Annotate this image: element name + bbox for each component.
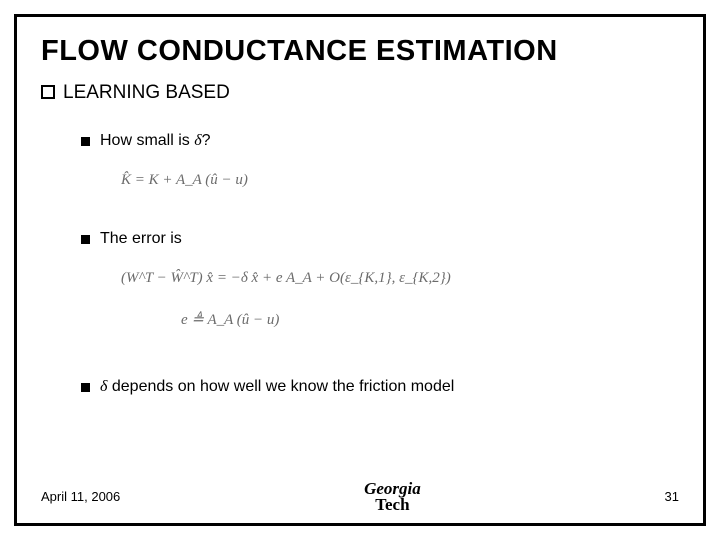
section-row: LEARNING BASED	[41, 82, 679, 104]
footer-date: April 11, 2006	[41, 489, 120, 504]
logo-bot: Tech	[375, 495, 409, 514]
bullet-3-rest: depends on how well we know the friction…	[107, 378, 454, 395]
equation-1: K̂ = K + A_A (û − u)	[121, 166, 401, 194]
equation-block-1: K̂ = K + A_A (û − u)	[121, 166, 679, 208]
svg-text:K̂ = K + A_A (û − u): K̂ = K + A_A (û − u)	[121, 172, 248, 188]
bullet-1: How small is δ?	[81, 132, 679, 150]
square-bullet-icon	[81, 235, 90, 244]
bullet-1-text: How small is δ?	[100, 132, 211, 150]
slide-title: FLOW CONDUCTANCE ESTIMATION	[41, 35, 679, 68]
bullet-1-suffix: ?	[202, 132, 211, 149]
square-bullet-icon	[81, 383, 90, 392]
footer-logo: Georgia Tech	[364, 481, 421, 513]
square-bullet-icon	[81, 137, 90, 146]
bullet-2-text: The error is	[100, 230, 182, 248]
bullet-3-text: δ depends on how well we know the fricti…	[100, 378, 454, 396]
bullet-1-prefix: How small is	[100, 132, 194, 149]
bullet-3: δ depends on how well we know the fricti…	[81, 378, 679, 396]
slide-frame: FLOW CONDUCTANCE ESTIMATION LEARNING BAS…	[14, 14, 706, 526]
delta-symbol: δ	[194, 132, 201, 149]
svg-text:(W^T − Ŵ^T) x̂ = −δ x̂ + e A_A: (W^T − Ŵ^T) x̂ = −δ x̂ + e A_A + O(ε_{K,…	[121, 269, 451, 286]
footer-page-number: 31	[665, 489, 679, 504]
section-label: LEARNING BASED	[63, 82, 230, 104]
slide-footer: April 11, 2006 Georgia Tech 31	[41, 481, 679, 513]
svg-text:e ≜ A_A (û − u): e ≜ A_A (û − u)	[181, 311, 279, 328]
equation-3: e ≜ A_A (û − u)	[121, 306, 361, 334]
bullet-2: The error is	[81, 230, 679, 248]
hollow-bullet-icon	[41, 85, 55, 99]
equation-block-2: (W^T − Ŵ^T) x̂ = −δ x̂ + e A_A + O(ε_{K,…	[121, 264, 679, 348]
equation-2: (W^T − Ŵ^T) x̂ = −δ x̂ + e A_A + O(ε_{K,…	[121, 264, 561, 292]
